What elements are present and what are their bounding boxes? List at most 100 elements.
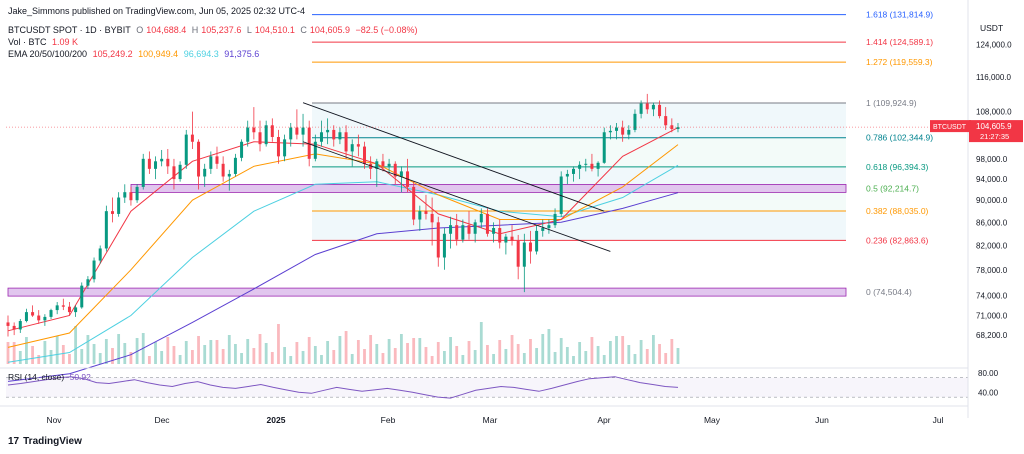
candle-body	[516, 240, 520, 267]
volume-bar	[68, 354, 71, 364]
volume-bar	[320, 355, 323, 364]
volume-bar	[504, 349, 508, 364]
time-tick-7: Jun	[815, 415, 829, 425]
candle-body	[651, 104, 655, 110]
publisher-line: Jake_Simmons published on TradingView.co…	[8, 6, 306, 16]
candle-body	[184, 134, 188, 165]
candle-body	[498, 228, 502, 243]
fib-band	[312, 137, 846, 167]
volume-bar	[221, 349, 225, 364]
candle-body	[37, 315, 41, 321]
volume-bar	[381, 353, 385, 364]
volume-bar	[123, 343, 127, 364]
support-zone	[7, 287, 847, 297]
candle-body	[461, 225, 465, 240]
candle-body	[135, 186, 139, 201]
rsi-label[interactable]: RSI (14, close)	[8, 372, 65, 382]
volume-bar	[393, 348, 397, 364]
candle-body	[246, 127, 250, 142]
candle-body	[166, 158, 170, 167]
price-tick-11: 68,200.0	[976, 331, 1008, 340]
volume-bar	[633, 354, 637, 364]
volume-bar	[178, 355, 182, 364]
candle-body	[240, 141, 244, 158]
candle-body	[621, 127, 625, 135]
volume-bar	[307, 337, 311, 364]
candle-body	[608, 130, 612, 133]
volume-bar	[627, 345, 631, 364]
candle-body	[332, 129, 336, 140]
candle-body	[147, 158, 151, 169]
close-value: 104,605.9	[309, 25, 350, 35]
volume-label[interactable]: Vol · BTC	[8, 37, 47, 47]
candle-body	[455, 225, 459, 240]
fib-label-6: 0.5 (92,214.7)	[866, 183, 919, 193]
volume-bar	[246, 339, 250, 364]
ema-label[interactable]: EMA 20/50/100/200	[8, 49, 88, 59]
candle-body	[510, 236, 514, 241]
volume-bar	[184, 341, 188, 364]
candle-body	[565, 173, 569, 177]
time-tick-4: Mar	[483, 415, 498, 425]
candle-body	[270, 125, 274, 137]
volume-bar	[160, 351, 164, 364]
candle-body	[43, 316, 47, 321]
volume-bar	[172, 346, 176, 364]
volume-bar	[37, 355, 41, 364]
candle-body	[596, 162, 600, 169]
candle-body	[326, 129, 330, 133]
volume-bar	[61, 345, 65, 364]
price-tick-9: 74,000.0	[976, 291, 1008, 300]
volume-bar	[535, 348, 539, 364]
fib-band	[312, 210, 846, 241]
volume-bar	[596, 346, 600, 364]
volume-bar	[608, 341, 612, 364]
volume-bar	[547, 329, 551, 364]
ema50-line	[7, 144, 679, 348]
change-value: −82.5 (−0.08%)	[355, 25, 418, 35]
footer-brand[interactable]: 17 TradingView	[8, 436, 82, 447]
candle-body	[172, 166, 176, 180]
volume-bar	[424, 347, 428, 364]
candle-body	[430, 213, 434, 223]
candle-body	[492, 228, 496, 234]
candle-body	[639, 103, 643, 114]
symbol-title[interactable]: BTCUSDT SPOT · 1D · BYBIT	[8, 25, 131, 35]
candle-body	[215, 156, 219, 164]
candle-body	[578, 164, 582, 169]
open-label: O	[136, 25, 144, 35]
candle-body	[92, 260, 96, 280]
candle-body	[190, 134, 194, 142]
volume-bar	[529, 339, 532, 364]
high-value: 105,237.6	[201, 25, 242, 35]
currency-label: USDT	[980, 23, 1003, 33]
candle-body	[670, 125, 674, 129]
candle-body	[24, 312, 28, 322]
rsi-tick-0: 80.00	[978, 369, 999, 378]
volume-bar	[572, 356, 575, 364]
volume-bar	[209, 340, 213, 364]
candle-body	[541, 228, 545, 231]
volume-bar	[117, 334, 121, 364]
volume-bar	[516, 344, 520, 364]
volume-bar	[55, 336, 59, 364]
volume-bar	[486, 345, 489, 364]
volume-bar	[658, 344, 661, 364]
volume-bar	[338, 336, 342, 364]
volume-bar	[197, 336, 200, 364]
volume-bar	[363, 349, 366, 364]
price-tick-1: 116,000.0	[976, 73, 1012, 82]
close-label: C	[300, 25, 307, 35]
time-tick-2: 2025	[267, 415, 286, 425]
candle-body	[98, 248, 102, 261]
trendlines-layer	[302, 102, 611, 252]
ema20-value: 105,249.2	[92, 49, 133, 59]
volume-bar	[111, 348, 114, 364]
candle-body	[399, 171, 403, 177]
candle-body	[141, 158, 145, 187]
price-tick-10: 71,000.0	[976, 312, 1008, 321]
volume-bar	[166, 337, 170, 364]
time-tick-6: May	[704, 415, 721, 425]
candle-body	[233, 157, 237, 174]
